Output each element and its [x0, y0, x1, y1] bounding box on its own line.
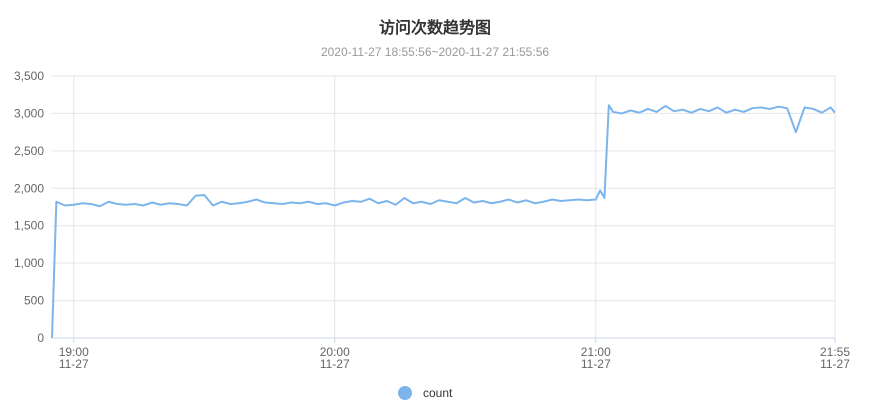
- x-tick-label: 11-27: [320, 357, 350, 371]
- y-tick-label: 0: [37, 331, 44, 345]
- x-tick-label: 11-27: [59, 357, 89, 371]
- y-tick-label: 2,000: [14, 181, 44, 195]
- x-tick-label: 11-27: [820, 357, 850, 371]
- y-tick-label: 1,500: [14, 219, 44, 233]
- legend-label: count: [423, 386, 453, 400]
- x-tick-label: 21:55: [820, 345, 850, 359]
- chart-title: 访问次数趋势图: [379, 18, 491, 37]
- chart-subtitle: 2020-11-27 18:55:56~2020-11-27 21:55:56: [321, 45, 549, 59]
- x-tick-label: 20:00: [320, 345, 350, 359]
- line-series: [51, 104, 836, 339]
- y-tick-label: 1,000: [14, 256, 44, 270]
- y-tick-label: 2,500: [14, 144, 44, 158]
- y-tick-label: 3,000: [14, 106, 44, 120]
- x-tick-label: 11-27: [581, 357, 611, 371]
- x-tick-label: 19:00: [59, 345, 89, 359]
- legend-marker: [398, 386, 412, 400]
- y-tick-label: 500: [24, 294, 44, 308]
- x-tick-label: 21:00: [581, 345, 611, 359]
- y-tick-label: 3,500: [14, 69, 44, 83]
